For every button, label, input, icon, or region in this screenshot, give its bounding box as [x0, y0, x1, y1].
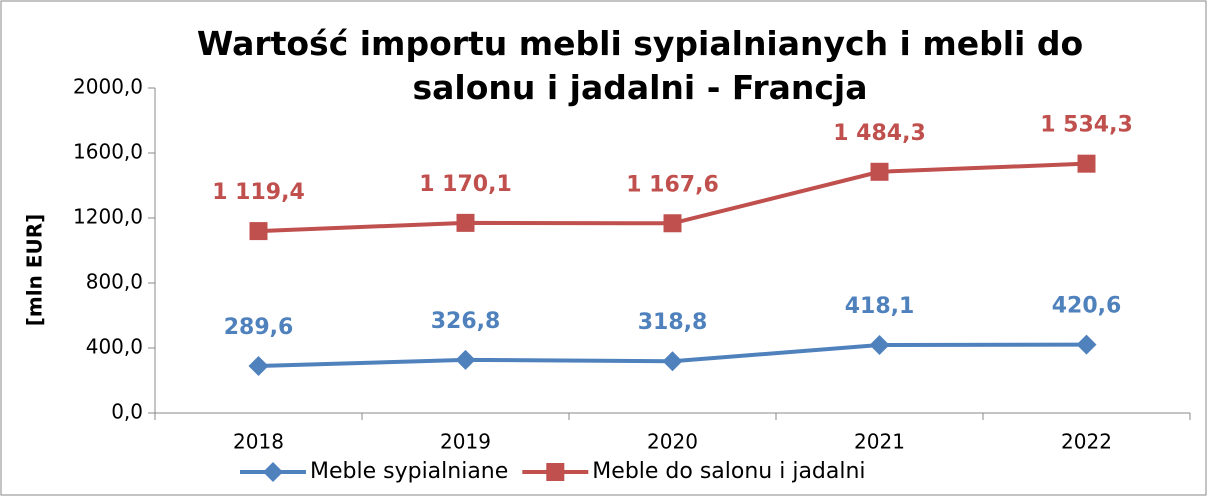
legend-label: Meble sypialniane	[310, 459, 508, 484]
y-tick-label: 1600,0	[73, 140, 143, 164]
data-point	[248, 355, 269, 376]
data-point	[249, 222, 268, 241]
legend-label: Meble do salonu i jadalni	[592, 459, 865, 484]
data-label: 1 484,3	[833, 121, 926, 146]
legend-marker	[546, 463, 565, 481]
x-tick-label: 2021	[854, 430, 905, 454]
y-axis-label: [mln EUR]	[23, 214, 47, 326]
y-tick-label: 2000,0	[73, 75, 143, 99]
y-tick-label: 400,0	[86, 335, 143, 359]
data-label: 1 534,3	[1040, 113, 1133, 138]
y-tick-label: 1200,0	[73, 205, 143, 229]
chart-title: Wartość importu mebli sypialnianych i me…	[196, 24, 1084, 107]
data-point	[869, 335, 890, 356]
data-point	[455, 349, 476, 370]
data-point	[1076, 334, 1097, 355]
x-tick-label: 2018	[233, 430, 284, 454]
data-label: 418,1	[845, 294, 915, 319]
data-point	[1077, 154, 1096, 173]
x-tick-label: 2019	[440, 430, 491, 454]
data-label: 326,8	[431, 309, 501, 334]
data-label: 1 170,1	[419, 172, 512, 197]
x-tick-label: 2020	[647, 430, 698, 454]
data-label: 1 119,4	[212, 180, 305, 205]
x-tick-label: 2022	[1061, 430, 1112, 454]
legend-marker	[263, 462, 283, 482]
data-label: 1 167,6	[626, 172, 719, 197]
data-point	[870, 162, 889, 181]
data-point	[663, 214, 682, 233]
data-label: 318,8	[638, 310, 708, 335]
y-tick-label: 0,0	[111, 400, 143, 424]
data-label: 289,6	[224, 315, 294, 340]
data-point	[662, 351, 683, 372]
y-tick-label: 800,0	[86, 270, 143, 294]
data-point	[456, 213, 475, 232]
data-label: 420,6	[1052, 294, 1122, 319]
